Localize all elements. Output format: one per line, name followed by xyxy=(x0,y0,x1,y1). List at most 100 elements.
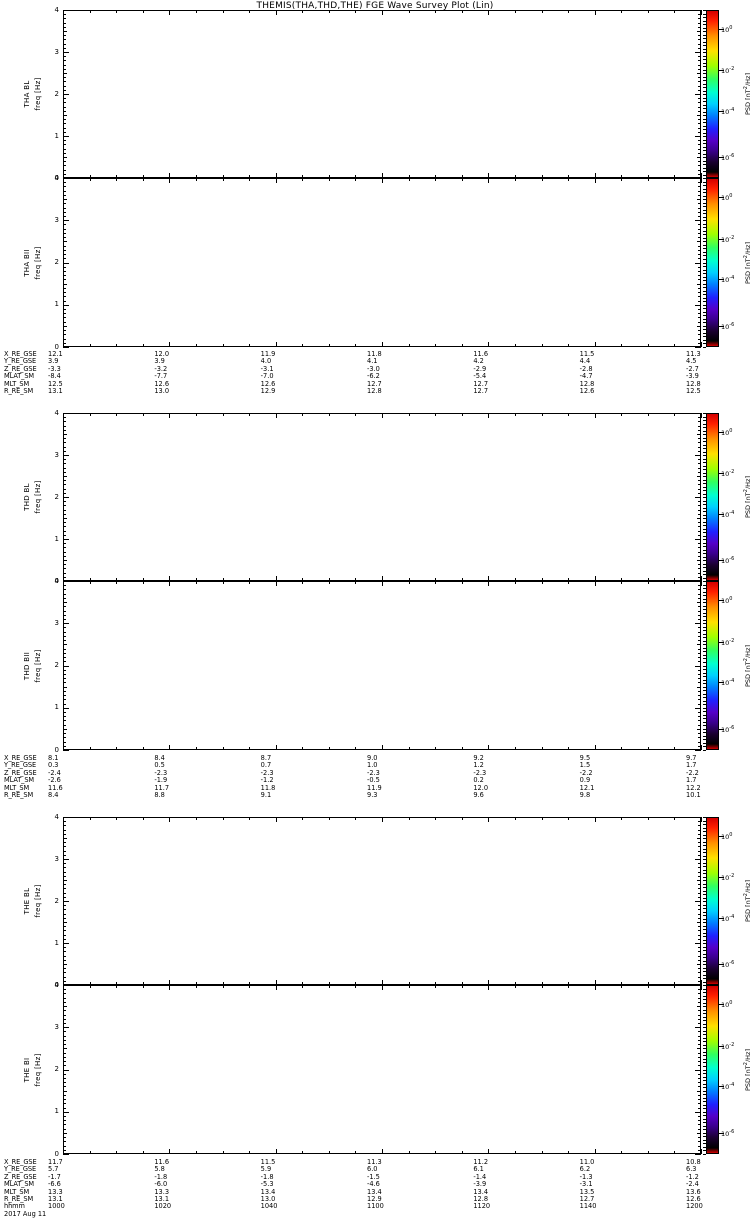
y-tick xyxy=(63,447,66,448)
y-tick xyxy=(63,1044,66,1045)
y-tick xyxy=(698,317,701,318)
y-tick xyxy=(698,186,701,187)
ephemeris-value: 12.6 xyxy=(579,387,595,395)
colorbar-minor-tick xyxy=(703,70,706,71)
colorbar-tick-label: 10-2 xyxy=(721,66,735,76)
colorbar-minor-tick xyxy=(703,45,706,46)
y-tick xyxy=(698,140,701,141)
y-tick xyxy=(63,1023,66,1024)
time-tick-label: 1020 xyxy=(154,1202,172,1211)
colorbar-minor-tick xyxy=(703,708,706,709)
y-tick xyxy=(63,86,66,87)
colorbar-minor-tick xyxy=(703,887,706,888)
ephemeris-value: 9.0 xyxy=(367,754,378,762)
x-minor-tick xyxy=(621,578,622,581)
x-tick xyxy=(488,581,489,586)
colorbar-minor-tick xyxy=(703,697,706,698)
y-tick xyxy=(63,18,66,19)
x-minor-tick xyxy=(674,817,675,820)
y-tick xyxy=(698,23,701,24)
y-tick xyxy=(63,1091,67,1092)
y-tick xyxy=(697,199,701,200)
colorbar-minor-tick xyxy=(703,1070,706,1071)
colorbar-minor-tick xyxy=(703,448,706,449)
y-tick xyxy=(697,284,701,285)
colorbar-minor-tick xyxy=(703,1122,706,1123)
y-tick xyxy=(63,1040,66,1041)
colorbar-minor-tick xyxy=(703,564,706,565)
y-tick xyxy=(698,296,701,297)
colorbar-minor-tick xyxy=(703,658,706,659)
colorbar-minor-tick xyxy=(703,532,706,533)
y-tick xyxy=(63,1074,66,1075)
colorbar-title: PSD [nT2/Hz] xyxy=(743,644,750,687)
y-tick xyxy=(63,510,66,511)
colorbar-minor-tick xyxy=(703,427,706,428)
y-tick xyxy=(63,1154,69,1155)
y-tick xyxy=(698,149,701,150)
colorbar-tick xyxy=(719,432,724,433)
ephemeris-row: X_RE_GSE 12.1 12.0 11.9 11.8 11.6 11.5 11.3 xyxy=(0,350,750,358)
x-tick xyxy=(276,980,277,985)
y-tick xyxy=(63,577,66,578)
colorbar-minor-tick xyxy=(703,21,706,22)
y-tick xyxy=(63,35,66,36)
y-tick xyxy=(698,1103,701,1104)
colorbar-minor-tick xyxy=(703,1059,706,1060)
colorbar-minor-tick xyxy=(703,957,706,958)
x-minor-tick xyxy=(568,178,569,181)
colorbar-minor-tick xyxy=(703,581,706,582)
y-tick xyxy=(63,191,66,192)
colorbar-tick xyxy=(719,197,724,198)
ephemeris-value: 13.0 xyxy=(260,1195,276,1203)
colorbar-minor-tick xyxy=(703,49,706,50)
x-minor-tick xyxy=(143,817,144,820)
colorbar-tick xyxy=(719,239,724,240)
ephemeris-value: 12.7 xyxy=(473,379,489,388)
colorbar-minor-tick xyxy=(703,319,706,320)
x-tick xyxy=(63,581,64,586)
colorbar-minor-tick xyxy=(703,634,706,635)
colorbar-tick xyxy=(719,642,724,643)
x-tick xyxy=(382,745,383,750)
colorbar-minor-tick xyxy=(703,445,706,446)
y-tick xyxy=(63,186,66,187)
y-tick xyxy=(63,547,66,548)
y-tick xyxy=(698,1086,701,1087)
y-tick xyxy=(63,69,66,70)
y-tick xyxy=(698,526,701,527)
colorbar-title: PSD [nT2/Hz] xyxy=(743,241,750,284)
colorbar-minor-tick xyxy=(703,1077,706,1078)
colorbar-minor-tick xyxy=(703,329,706,330)
colorbar-minor-tick xyxy=(703,347,706,348)
x-minor-tick xyxy=(196,982,197,985)
x-minor-tick xyxy=(223,10,224,13)
x-minor-tick xyxy=(302,747,303,750)
x-tick xyxy=(382,178,383,183)
colorbar-minor-tick xyxy=(703,245,706,246)
x-minor-tick xyxy=(542,413,543,416)
y-tick xyxy=(698,1057,701,1058)
x-tick xyxy=(63,10,64,15)
colorbar-minor-tick xyxy=(703,1006,706,1007)
y-tick xyxy=(63,438,66,439)
x-minor-tick xyxy=(90,175,91,178)
x-minor-tick xyxy=(462,1151,463,1154)
y-tick xyxy=(698,720,701,721)
colorbar-minor-tick xyxy=(703,1115,706,1116)
y-tick xyxy=(63,1124,66,1125)
x-minor-tick xyxy=(674,578,675,581)
y-tick xyxy=(63,888,66,889)
colorbar-tick xyxy=(719,111,724,112)
ephemeris-value: 11.7 xyxy=(154,783,170,792)
x-tick xyxy=(595,173,596,178)
y-tick xyxy=(698,1031,701,1032)
y-axis-tick-label: 2 xyxy=(54,661,59,669)
y-tick xyxy=(63,817,69,818)
x-minor-tick xyxy=(515,10,516,13)
y-tick xyxy=(695,263,701,264)
ephemeris-value: 11.6 xyxy=(154,1158,170,1166)
ephemeris-row: Z_RE_GSE -1.7 -1.8 -1.8 -1.5 -1.4 -1.3 -1.2 xyxy=(0,1173,750,1181)
x-minor-tick xyxy=(249,581,250,584)
ephemeris-row-label: MLAT_SM xyxy=(4,1180,35,1189)
